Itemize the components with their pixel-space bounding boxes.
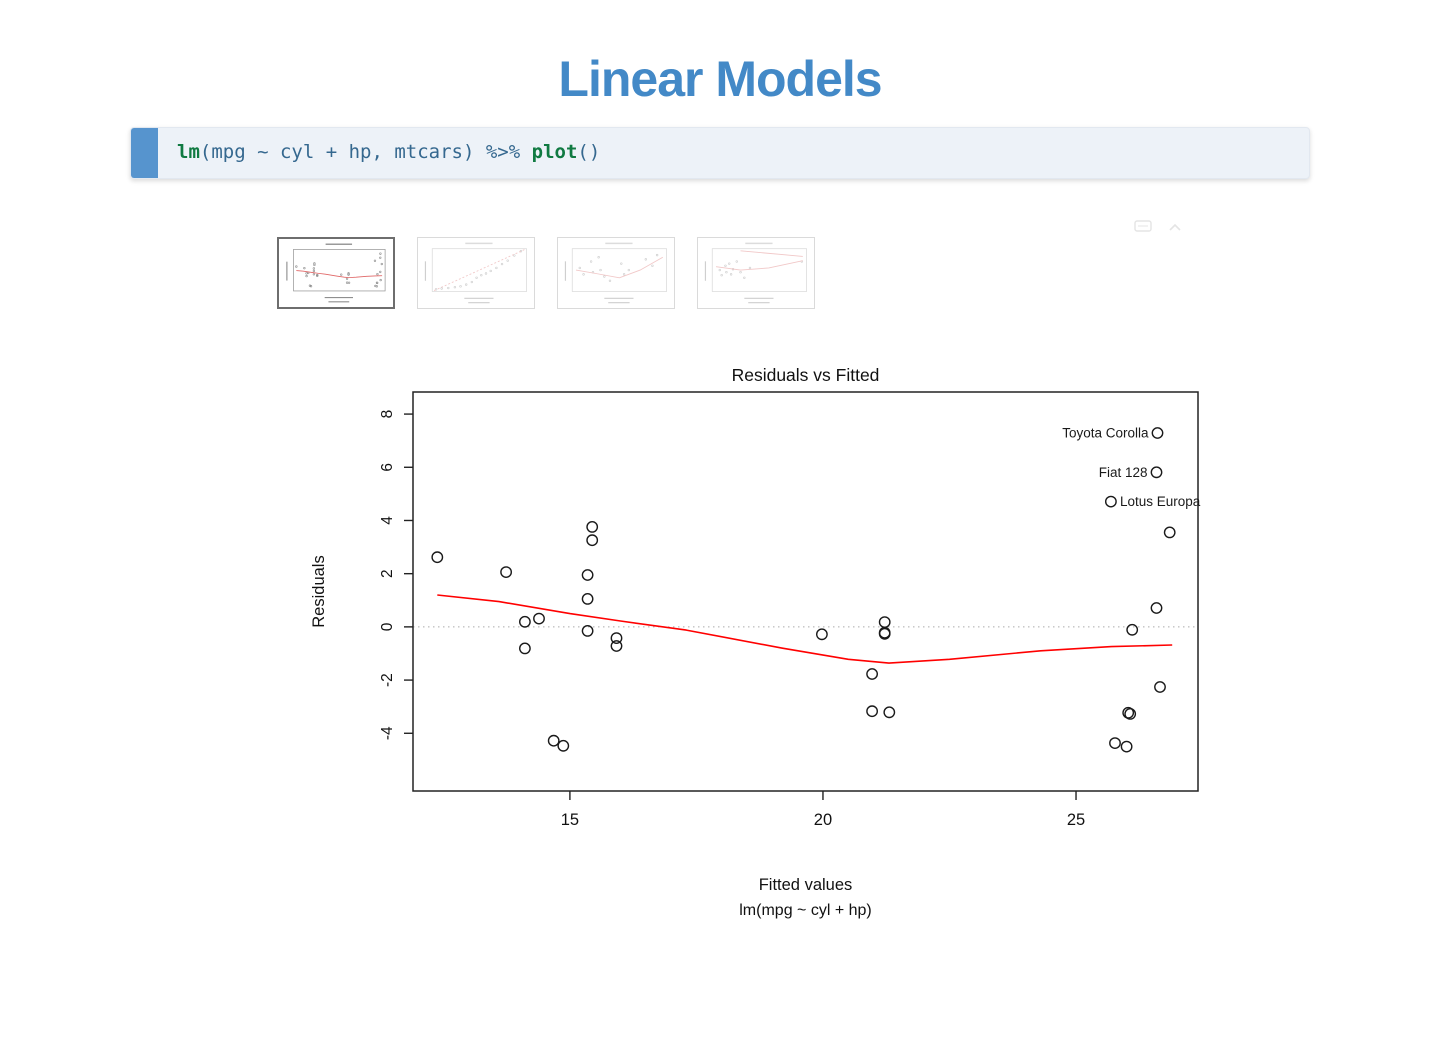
plot-thumbnail-2[interactable] <box>417 237 535 309</box>
data-point <box>1163 526 1176 539</box>
y-tick-label: 6 <box>379 463 396 472</box>
data-point <box>518 642 531 655</box>
x-tick-label: 25 <box>1067 811 1085 829</box>
x-axis-label: Fitted values <box>759 876 853 894</box>
code-block: lm(mpg ~ cyl + hp, mtcars) %>% plot() <box>130 127 1310 179</box>
data-point <box>1120 740 1133 753</box>
y-tick-label: 0 <box>379 622 396 631</box>
y-axis-label: Residuals <box>310 555 328 627</box>
data-point <box>518 615 531 628</box>
data-point <box>431 551 444 564</box>
plot-border <box>412 391 1199 792</box>
panel-icon[interactable] <box>1134 219 1152 237</box>
plot-thumbnail-3[interactable] <box>557 237 675 309</box>
page-title: Linear Models <box>558 50 882 107</box>
data-point <box>1126 623 1139 636</box>
data-point <box>500 566 513 579</box>
code-token-code: (mpg ~ cyl + hp, mtcars) %>% <box>199 141 532 163</box>
x-tick-label: 20 <box>814 811 832 829</box>
code-text: lm(mpg ~ cyl + hp, mtcars) %>% plot() <box>158 128 600 178</box>
data-point <box>557 739 570 752</box>
data-point <box>866 705 878 718</box>
data-point <box>1150 466 1163 479</box>
data-point <box>1150 602 1163 614</box>
chevron-up-icon[interactable] <box>1168 219 1182 237</box>
data-point <box>866 668 878 680</box>
smoother-line <box>437 594 1173 664</box>
y-tick-label: 2 <box>379 569 396 578</box>
data-point <box>547 734 560 747</box>
data-point <box>883 706 896 719</box>
plot-thumbnail-1[interactable] <box>277 237 395 309</box>
x-axis-sublabel: lm(mpg ~ cyl + hp) <box>739 902 871 919</box>
data-point <box>586 534 599 547</box>
y-tick-label: 8 <box>379 410 396 419</box>
data-point <box>586 520 599 533</box>
chart-title: Residuals vs Fitted <box>732 365 880 385</box>
data-point <box>581 624 594 637</box>
data-point <box>610 640 623 652</box>
data-point <box>1154 681 1166 693</box>
y-tick-label: -4 <box>379 726 396 740</box>
code-accent-bar <box>131 128 158 178</box>
y-tick-label: 4 <box>379 516 396 525</box>
x-tick-label: 15 <box>561 811 579 829</box>
code-token-keyword: plot <box>531 141 578 163</box>
code-token-keyword: lm <box>177 141 200 163</box>
chart-canvas: 15 20 25 -4 -2 0 2 4 6 8 Toyota Corolla Fiat 128 Lot… <box>310 365 1201 919</box>
point-label: Toyota Corolla <box>1062 425 1149 440</box>
code-token-code: () <box>577 141 601 163</box>
data-point <box>1105 495 1117 508</box>
data-point <box>878 616 891 628</box>
point-label: Fiat 128 <box>1099 465 1148 480</box>
data-point <box>878 627 891 640</box>
mini-toolbar <box>1134 219 1182 237</box>
data-point <box>533 612 545 625</box>
data-point <box>581 569 594 581</box>
data-point <box>1151 427 1164 439</box>
y-tick-label: -2 <box>379 673 396 687</box>
data-point <box>581 592 594 605</box>
plot-thumbnail-4[interactable] <box>697 237 815 309</box>
point-label: Lotus Europa <box>1120 494 1201 509</box>
residuals-vs-fitted-chart: 15 20 25 -4 -2 0 2 4 6 8 Toyota Corolla Fiat 128 Lot… <box>290 351 1250 931</box>
data-point <box>816 628 828 641</box>
data-point <box>1122 706 1135 719</box>
data-point <box>1109 737 1121 749</box>
data-point <box>610 632 623 644</box>
